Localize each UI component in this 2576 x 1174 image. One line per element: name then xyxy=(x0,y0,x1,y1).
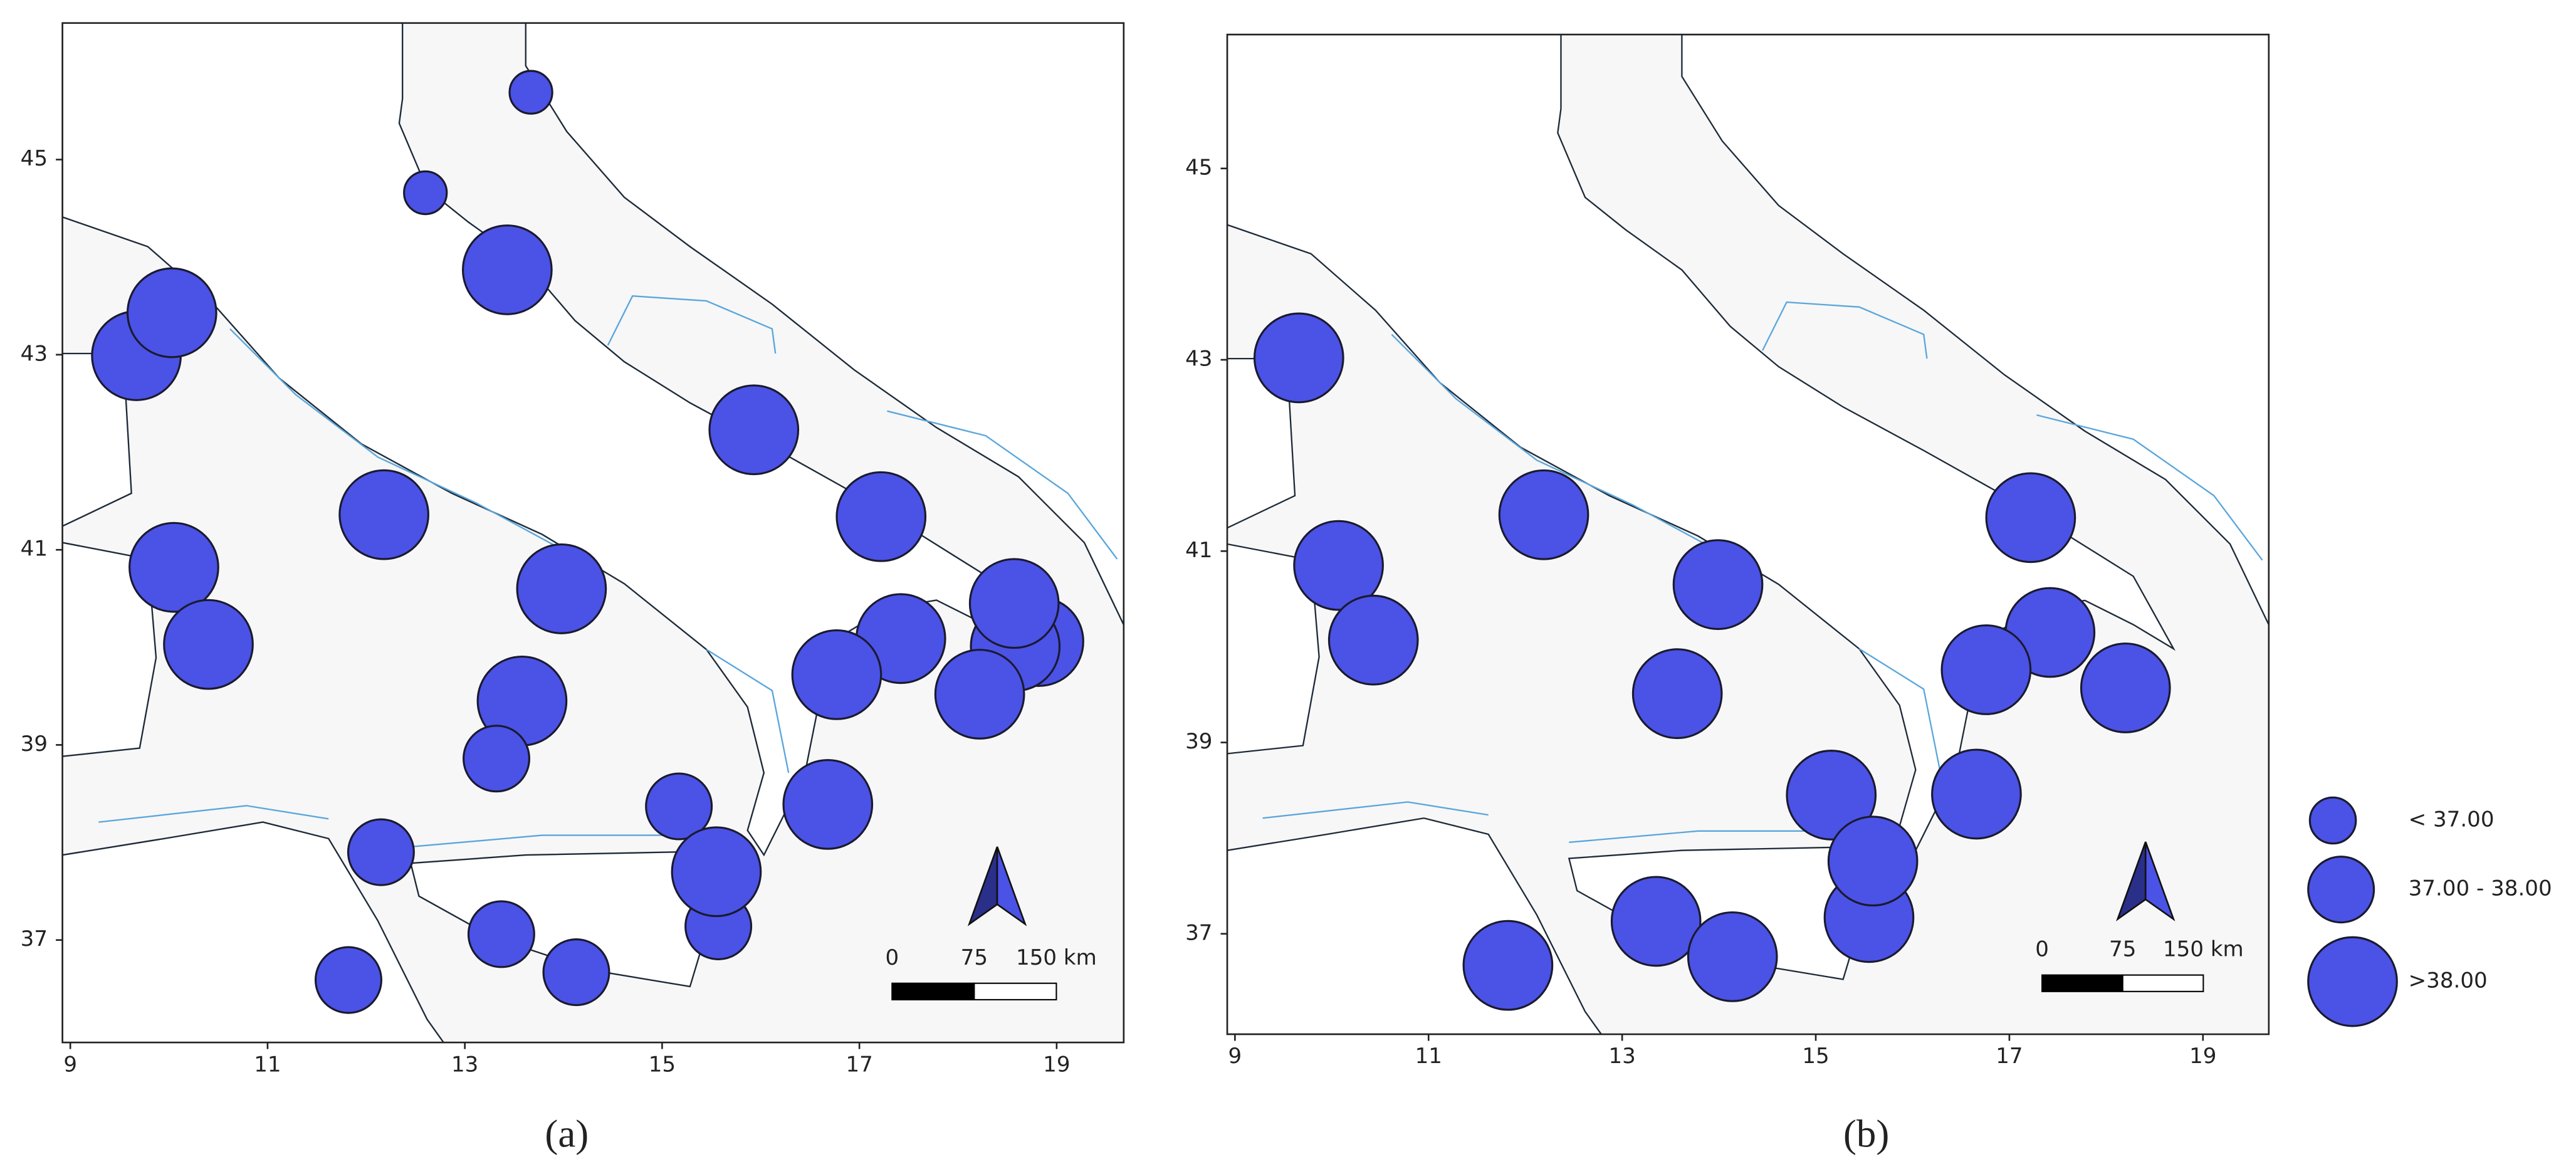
y-tick-label: 43 xyxy=(1185,347,1212,372)
x-tick-label: 17 xyxy=(846,1052,872,1077)
station-bubble xyxy=(128,521,219,613)
scale-bar-label: 0 xyxy=(2035,937,2049,962)
legend-label: < 37.00 xyxy=(2409,807,2495,832)
station-bubble xyxy=(934,649,1025,740)
station-bubble xyxy=(1687,911,1778,1002)
station-bubble xyxy=(2080,642,2171,733)
station-bubble xyxy=(508,70,553,115)
station-bubble xyxy=(1931,748,2022,840)
x-tick-label: 9 xyxy=(1228,1044,1242,1069)
station-bubble xyxy=(1631,648,1723,740)
scale-bar-label: 150 km xyxy=(1016,945,1097,970)
legend-symbol xyxy=(2307,936,2398,1027)
y-tick-label: 37 xyxy=(1185,920,1212,945)
station-bubble xyxy=(403,170,448,216)
caption: (b) xyxy=(1843,1112,1889,1156)
caption: (a) xyxy=(545,1112,589,1156)
station-bubble xyxy=(791,629,882,720)
station-bubble xyxy=(467,900,535,968)
x-tick-label: 9 xyxy=(63,1052,77,1077)
legend-symbol xyxy=(2307,856,2375,924)
scale-bar-segment xyxy=(891,982,975,1000)
basemap xyxy=(1227,34,2269,1035)
station-bubble xyxy=(126,267,217,359)
station-bubble xyxy=(516,543,607,634)
station-bubble xyxy=(163,599,254,690)
scale-bar-label: 0 xyxy=(885,945,899,970)
scale-bar-segment xyxy=(2122,974,2204,992)
x-tick-label: 11 xyxy=(1415,1044,1442,1069)
y-tick-label: 43 xyxy=(21,341,48,366)
legend-symbol xyxy=(2308,796,2357,845)
y-tick-label: 45 xyxy=(1185,155,1212,180)
station-bubble xyxy=(1786,750,1877,841)
x-tick-label: 15 xyxy=(649,1052,676,1077)
station-bubble xyxy=(1672,539,1764,631)
station-bubble xyxy=(782,758,874,850)
scale-bar-label: 75 xyxy=(2109,937,2136,962)
y-tick-label: 39 xyxy=(1185,729,1212,754)
station-bubble xyxy=(968,558,1060,649)
scale-bar-label: 75 xyxy=(961,945,988,970)
station-bubble xyxy=(835,471,927,562)
y-tick-label: 41 xyxy=(21,537,48,562)
scale-bar-segment xyxy=(2041,974,2123,992)
station-bubble xyxy=(461,224,553,315)
x-tick-label: 17 xyxy=(1996,1044,2023,1069)
station-bubble xyxy=(1985,472,2076,563)
scale-bar-segment xyxy=(973,982,1057,1000)
station-bubble xyxy=(314,946,382,1014)
legend-label: 37.00 - 38.00 xyxy=(2409,876,2552,901)
scale-bar-label: 150 km xyxy=(2163,937,2244,962)
station-bubble xyxy=(1462,920,1554,1011)
frame xyxy=(1226,33,2270,1035)
station-bubble xyxy=(1253,312,1344,404)
legend-label: >38.00 xyxy=(2409,968,2488,993)
station-bubble xyxy=(1827,815,1919,907)
x-tick-label: 19 xyxy=(1043,1052,1070,1077)
y-tick-label: 39 xyxy=(21,731,48,757)
frame xyxy=(61,22,1125,1044)
x-tick-label: 13 xyxy=(451,1052,478,1077)
y-tick-label: 37 xyxy=(21,926,48,951)
station-bubble xyxy=(671,826,762,918)
y-tick-label: 41 xyxy=(1185,538,1212,563)
station-bubble xyxy=(708,384,800,476)
station-bubble xyxy=(1498,469,1589,560)
station-bubble xyxy=(542,938,610,1007)
basemap xyxy=(62,23,1124,1043)
x-tick-label: 11 xyxy=(254,1052,281,1077)
station-bubble xyxy=(1610,876,1702,967)
station-bubble xyxy=(1940,624,2032,715)
y-tick-label: 45 xyxy=(21,146,48,171)
x-tick-label: 19 xyxy=(2189,1044,2216,1069)
station-bubble xyxy=(463,725,531,793)
x-tick-label: 13 xyxy=(1608,1044,1635,1069)
station-bubble xyxy=(1293,520,1384,611)
x-tick-label: 15 xyxy=(1802,1044,1829,1069)
station-bubble xyxy=(338,469,429,560)
station-bubble xyxy=(645,772,713,841)
station-bubble xyxy=(347,818,415,886)
station-bubble xyxy=(1327,594,1419,686)
